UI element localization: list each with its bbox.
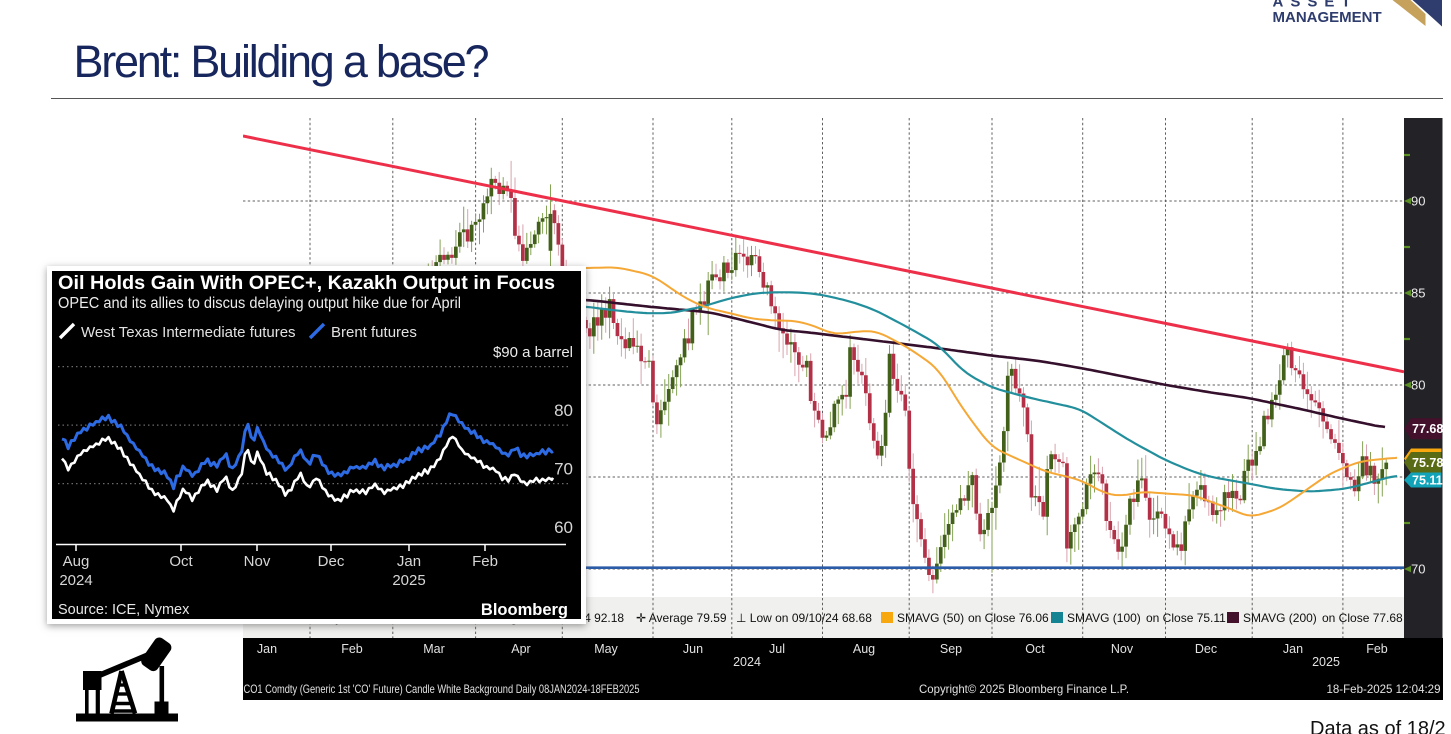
svg-text:on Close 75.11: on Close 75.11	[1146, 611, 1226, 625]
svg-text:2025: 2025	[392, 572, 425, 589]
svg-text:⊥ Low on 09/10/24 68.68: ⊥ Low on 09/10/24 68.68	[736, 611, 872, 625]
svg-text:$90 a barrel: $90 a barrel	[493, 344, 573, 361]
svg-text:CO1 Comdty (Generic 1st 'CO' F: CO1 Comdty (Generic 1st 'CO' Future) Can…	[244, 682, 640, 696]
svg-text:Dec: Dec	[1195, 642, 1217, 656]
svg-text:90: 90	[1411, 194, 1425, 209]
svg-text:on Close 77.68: on Close 77.68	[1322, 611, 1403, 625]
svg-text:Aug: Aug	[63, 553, 90, 570]
svg-text:West Texas Intermediate future: West Texas Intermediate futures	[81, 324, 296, 341]
svg-text:Nov: Nov	[244, 553, 271, 570]
svg-text:Jun: Jun	[683, 642, 703, 656]
svg-text:OPEC and its allies to discus: OPEC and its allies to discus delaying o…	[58, 295, 461, 312]
svg-text:Brent futures: Brent futures	[331, 324, 417, 341]
svg-text:Oct: Oct	[169, 553, 193, 570]
svg-text:70: 70	[554, 460, 573, 479]
svg-text:Nov: Nov	[1111, 642, 1134, 656]
svg-text:Apr: Apr	[511, 642, 530, 656]
svg-text:60: 60	[554, 518, 573, 537]
svg-text:77.68: 77.68	[1412, 422, 1443, 436]
svg-text:MANAGEMENT: MANAGEMENT	[1273, 9, 1382, 26]
svg-text:2024: 2024	[59, 572, 92, 589]
svg-text:Feb: Feb	[1366, 642, 1388, 656]
svg-text:Jan: Jan	[1283, 642, 1303, 656]
svg-text:70: 70	[1411, 562, 1425, 577]
svg-text:Jan: Jan	[397, 553, 421, 570]
svg-text:on Close 76.06: on Close 76.06	[968, 611, 1049, 625]
svg-text:May: May	[594, 642, 618, 656]
svg-text:Sep: Sep	[940, 642, 962, 656]
svg-text:Oil Holds Gain With OPEC+, Kaz: Oil Holds Gain With OPEC+, Kazakh Output…	[58, 272, 555, 294]
svg-text:Dec: Dec	[318, 553, 345, 570]
svg-text:Source: ICE, Nymex: Source: ICE, Nymex	[58, 602, 190, 618]
svg-text:80: 80	[1411, 378, 1425, 393]
svg-text:Mar: Mar	[423, 642, 445, 656]
svg-text:✛ Average 79.59: ✛ Average 79.59	[636, 611, 727, 625]
svg-text:Oct: Oct	[1025, 642, 1045, 656]
svg-text:Aug: Aug	[853, 642, 875, 656]
svg-text:SMAVG (200): SMAVG (200)	[1243, 611, 1317, 625]
svg-text:Bloomberg: Bloomberg	[481, 601, 568, 619]
svg-text:80: 80	[554, 401, 573, 420]
svg-text:Copyright© 2025 Bloomberg Fina: Copyright© 2025 Bloomberg Finance L.P.	[919, 682, 1129, 696]
svg-text:SMAVG (100): SMAVG (100)	[1067, 611, 1141, 625]
svg-text:Feb: Feb	[341, 642, 363, 656]
svg-text:18-Feb-2025 12:04:29: 18-Feb-2025 12:04:29	[1327, 682, 1441, 696]
svg-text:2025: 2025	[1312, 655, 1340, 669]
svg-text:75.78: 75.78	[1412, 456, 1443, 470]
svg-text:ASSET: ASSET	[1273, 0, 1358, 10]
svg-text:SMAVG (50): SMAVG (50)	[897, 611, 964, 625]
svg-text:Jan: Jan	[257, 642, 277, 656]
svg-text:Jul: Jul	[769, 642, 785, 656]
svg-text:2024: 2024	[733, 655, 761, 669]
svg-text:75.11: 75.11	[1412, 474, 1443, 488]
svg-text:Feb: Feb	[472, 553, 498, 570]
svg-text:85: 85	[1411, 286, 1425, 301]
